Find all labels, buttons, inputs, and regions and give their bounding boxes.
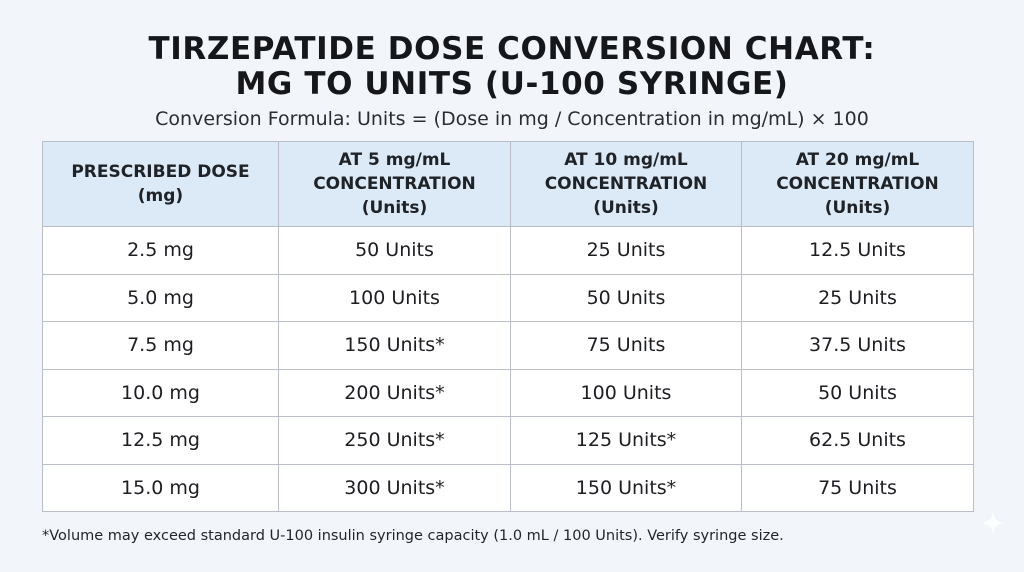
header-10mg-concentration: AT 10 mg/mL CONCENTRATION (Units) <box>510 141 742 227</box>
header-line: AT 10 mg/mL <box>564 150 688 170</box>
cell-20mg-units: 37.5 Units <box>741 321 974 370</box>
header-line: CONCENTRATION <box>544 174 708 194</box>
table-row: 5.0 mg 100 Units 50 Units 25 Units <box>42 273 974 322</box>
cell-dose: 2.5 mg <box>42 226 279 275</box>
header-line: CONCENTRATION <box>313 174 476 194</box>
table-row: 2.5 mg 50 Units 25 Units 12.5 Units <box>42 226 974 275</box>
table-row: 7.5 mg 150 Units* 75 Units 37.5 Units <box>42 321 974 370</box>
cell-dose: 15.0 mg <box>42 463 279 512</box>
table-row: 12.5 mg 250 Units* 125 Units* 62.5 Units <box>42 416 974 465</box>
cell-5mg-units: 100 Units <box>278 273 511 322</box>
cell-5mg-units: 200 Units* <box>278 368 511 417</box>
table-row: 15.0 mg 300 Units* 150 Units* 75 Units <box>42 463 974 512</box>
cell-10mg-units: 150 Units* <box>510 463 742 512</box>
sparkle-icon <box>981 511 1005 535</box>
cell-20mg-units: 12.5 Units <box>741 226 974 275</box>
cell-10mg-units: 75 Units <box>510 321 742 370</box>
cell-5mg-units: 300 Units* <box>278 463 511 512</box>
cell-dose: 12.5 mg <box>42 416 279 465</box>
table-header-row: PRESCRIBED DOSE (mg) AT 5 mg/mL CONCENTR… <box>42 141 974 227</box>
cell-5mg-units: 50 Units <box>278 226 511 275</box>
cell-20mg-units: 50 Units <box>741 368 974 417</box>
header-line: AT 5 mg/mL <box>338 150 451 170</box>
cell-5mg-units: 250 Units* <box>278 416 511 465</box>
header-5mg-concentration: AT 5 mg/mL CONCENTRATION (Units) <box>278 141 511 227</box>
cell-dose: 10.0 mg <box>42 368 279 417</box>
cell-20mg-units: 62.5 Units <box>741 416 974 465</box>
header-line: CONCENTRATION <box>776 174 939 194</box>
header-line: (mg) <box>137 186 184 206</box>
footnote: *Volume may exceed standard U-100 insuli… <box>42 528 784 544</box>
header-prescribed-dose: PRESCRIBED DOSE (mg) <box>42 141 279 227</box>
cell-5mg-units: 150 Units* <box>278 321 511 370</box>
cell-dose: 7.5 mg <box>42 321 279 370</box>
cell-20mg-units: 25 Units <box>741 273 974 322</box>
header-line: AT 20 mg/mL <box>795 150 920 170</box>
dose-conversion-table: PRESCRIBED DOSE (mg) AT 5 mg/mL CONCENTR… <box>42 141 974 512</box>
table-row: 10.0 mg 200 Units* 100 Units 50 Units <box>42 368 974 417</box>
header-line: (Units) <box>824 198 891 218</box>
header-line: (Units) <box>593 198 659 218</box>
header-20mg-concentration: AT 20 mg/mL CONCENTRATION (Units) <box>741 141 974 227</box>
header-line: PRESCRIBED DOSE <box>71 162 250 182</box>
cell-10mg-units: 50 Units <box>510 273 742 322</box>
cell-10mg-units: 25 Units <box>510 226 742 275</box>
header-line: (Units) <box>361 198 428 218</box>
cell-dose: 5.0 mg <box>42 273 279 322</box>
chart-title-line-2: MG TO UNITS (U-100 SYRINGE) <box>235 66 789 102</box>
cell-10mg-units: 125 Units* <box>510 416 742 465</box>
cell-10mg-units: 100 Units <box>510 368 742 417</box>
chart-title-line-1: TIRZEPATIDE DOSE CONVERSION CHART: <box>148 31 876 67</box>
conversion-formula: Conversion Formula: Units = (Dose in mg … <box>155 108 869 130</box>
cell-20mg-units: 75 Units <box>741 463 974 512</box>
